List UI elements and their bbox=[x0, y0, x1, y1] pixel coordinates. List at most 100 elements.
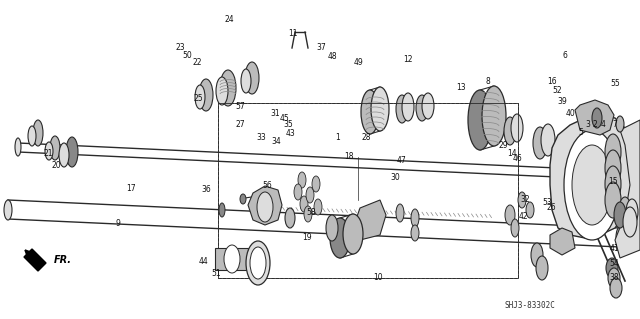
Ellipse shape bbox=[616, 116, 624, 132]
Polygon shape bbox=[24, 249, 46, 271]
Ellipse shape bbox=[250, 247, 266, 279]
Ellipse shape bbox=[4, 200, 12, 220]
Ellipse shape bbox=[396, 204, 404, 222]
Ellipse shape bbox=[572, 145, 612, 225]
Polygon shape bbox=[248, 186, 282, 225]
Text: 17: 17 bbox=[126, 184, 136, 193]
Text: 24: 24 bbox=[224, 15, 234, 24]
Bar bbox=[218, 103, 518, 278]
Polygon shape bbox=[550, 228, 575, 255]
Text: FR.: FR. bbox=[54, 255, 72, 265]
Text: 7: 7 bbox=[612, 120, 617, 129]
Ellipse shape bbox=[396, 95, 408, 123]
Ellipse shape bbox=[306, 187, 314, 203]
Ellipse shape bbox=[199, 79, 213, 111]
Ellipse shape bbox=[304, 206, 312, 222]
Ellipse shape bbox=[314, 199, 322, 215]
Text: 22: 22 bbox=[193, 58, 202, 67]
Ellipse shape bbox=[411, 225, 419, 241]
Ellipse shape bbox=[33, 120, 43, 146]
Ellipse shape bbox=[294, 184, 302, 200]
Text: 49: 49 bbox=[353, 58, 364, 67]
Ellipse shape bbox=[422, 93, 434, 119]
Ellipse shape bbox=[416, 95, 428, 121]
Ellipse shape bbox=[531, 243, 543, 267]
Text: 1: 1 bbox=[335, 133, 340, 142]
Text: 16: 16 bbox=[547, 77, 557, 86]
Ellipse shape bbox=[195, 85, 205, 109]
Text: 10: 10 bbox=[372, 273, 383, 282]
Ellipse shape bbox=[241, 69, 251, 93]
Text: 23: 23 bbox=[175, 43, 186, 52]
Ellipse shape bbox=[224, 245, 240, 273]
Text: 38: 38 bbox=[609, 273, 620, 282]
Polygon shape bbox=[26, 251, 42, 267]
Polygon shape bbox=[354, 200, 386, 240]
Text: 27: 27 bbox=[235, 120, 245, 129]
Text: 4: 4 bbox=[600, 120, 605, 129]
Text: 29: 29 bbox=[498, 141, 508, 150]
Text: 18: 18 bbox=[344, 152, 353, 161]
Text: 54: 54 bbox=[609, 259, 620, 268]
Ellipse shape bbox=[605, 134, 621, 170]
Polygon shape bbox=[550, 115, 632, 238]
Ellipse shape bbox=[312, 176, 320, 192]
Ellipse shape bbox=[220, 70, 236, 106]
Ellipse shape bbox=[504, 117, 516, 145]
Polygon shape bbox=[575, 100, 614, 135]
Polygon shape bbox=[215, 248, 248, 270]
Text: 46: 46 bbox=[512, 154, 522, 163]
Text: 31: 31 bbox=[270, 109, 280, 118]
Text: 32: 32 bbox=[520, 195, 530, 204]
Ellipse shape bbox=[257, 192, 273, 222]
Text: 33: 33 bbox=[256, 133, 266, 142]
Text: 21: 21 bbox=[44, 149, 52, 158]
Ellipse shape bbox=[343, 214, 363, 254]
Text: 19: 19 bbox=[302, 233, 312, 242]
Ellipse shape bbox=[605, 182, 621, 218]
Text: 11: 11 bbox=[289, 29, 298, 38]
Text: SHJ3-83302C: SHJ3-83302C bbox=[504, 300, 556, 309]
Ellipse shape bbox=[606, 258, 618, 278]
Ellipse shape bbox=[66, 137, 78, 167]
Text: 47: 47 bbox=[397, 156, 407, 165]
Ellipse shape bbox=[285, 208, 295, 228]
Ellipse shape bbox=[605, 150, 621, 186]
Ellipse shape bbox=[626, 199, 638, 225]
Text: 35: 35 bbox=[283, 120, 293, 129]
Ellipse shape bbox=[240, 194, 246, 204]
Text: 48: 48 bbox=[328, 52, 338, 61]
Text: 3: 3 bbox=[585, 120, 590, 129]
Ellipse shape bbox=[330, 218, 350, 258]
Ellipse shape bbox=[518, 192, 526, 208]
Text: 9: 9 bbox=[116, 219, 121, 228]
Text: 56: 56 bbox=[262, 181, 273, 189]
Text: 39: 39 bbox=[557, 97, 567, 106]
Text: 8: 8 bbox=[485, 77, 490, 86]
Ellipse shape bbox=[511, 219, 519, 237]
Ellipse shape bbox=[219, 203, 225, 217]
Ellipse shape bbox=[15, 138, 21, 156]
Text: 37: 37 bbox=[316, 43, 326, 52]
Text: 36: 36 bbox=[201, 185, 211, 194]
Ellipse shape bbox=[526, 202, 534, 218]
Ellipse shape bbox=[616, 227, 624, 247]
Text: 58: 58 bbox=[306, 208, 316, 217]
Polygon shape bbox=[615, 120, 640, 258]
Text: 44: 44 bbox=[198, 257, 209, 266]
Ellipse shape bbox=[505, 205, 515, 225]
Text: 20: 20 bbox=[51, 161, 61, 170]
Ellipse shape bbox=[245, 62, 259, 94]
Ellipse shape bbox=[619, 197, 631, 223]
Text: 55: 55 bbox=[611, 79, 621, 88]
Text: 51: 51 bbox=[211, 269, 221, 278]
Ellipse shape bbox=[50, 136, 60, 160]
Text: 14: 14 bbox=[507, 149, 517, 158]
Text: 2: 2 bbox=[593, 120, 598, 129]
Text: 57: 57 bbox=[235, 102, 245, 111]
Ellipse shape bbox=[614, 202, 626, 228]
Ellipse shape bbox=[216, 77, 228, 105]
Ellipse shape bbox=[45, 142, 53, 160]
Ellipse shape bbox=[59, 143, 69, 167]
Text: 50: 50 bbox=[182, 51, 192, 60]
